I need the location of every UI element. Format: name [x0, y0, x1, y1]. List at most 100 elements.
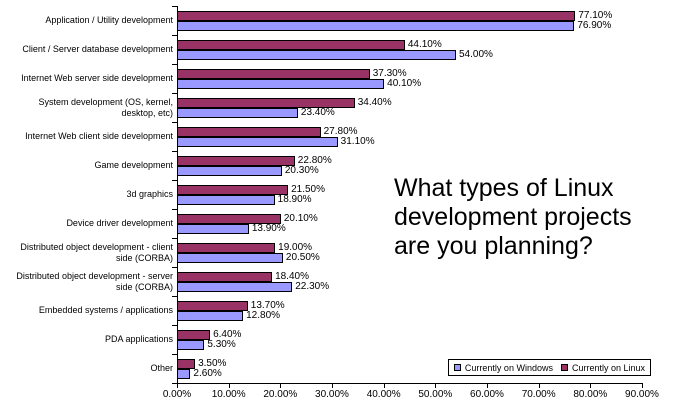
bar-value-label: 31.10%: [340, 135, 375, 147]
bar-linux: [177, 358, 196, 369]
y-axis-tick: [172, 35, 177, 36]
bar-value-label: 18.90%: [277, 193, 312, 205]
bar-value-label: 20.10%: [283, 212, 318, 224]
legend: Currently on Windows Currently on Linux: [447, 359, 651, 376]
bar-value-label: 54.00%: [459, 48, 493, 60]
bar-linux: [177, 300, 248, 311]
x-axis-label: 10.00%: [211, 389, 246, 400]
bar-value-label: 34.40%: [357, 96, 392, 108]
category-label: Internet Web client side development: [25, 131, 173, 142]
y-axis-tick: [172, 296, 177, 297]
y-axis-tick: [172, 122, 177, 123]
bar-value-label: 20.30%: [284, 164, 319, 176]
bar-value-label: 77.10%: [578, 9, 613, 21]
bar-windows: [177, 281, 293, 292]
bar-windows: [177, 223, 249, 234]
bar-linux: [177, 155, 295, 166]
bar-value-label: 13.90%: [251, 222, 286, 234]
bar-value-label: 12.80%: [246, 309, 281, 321]
bar-value-label: 6.40%: [213, 328, 242, 340]
bar-value-label: 18.40%: [275, 270, 309, 282]
category-label: PDA applications: [104, 334, 173, 345]
slide-question: What types of Linux development projects…: [394, 174, 632, 261]
x-axis-tick: [642, 384, 643, 388]
x-axis-label: 50.00%: [418, 389, 453, 400]
x-axis-tick: [177, 384, 178, 388]
question-line-1: What types of Linux: [394, 174, 614, 202]
legend-item-linux: Currently on Linux: [560, 362, 645, 373]
bar-value-label: 23.40%: [300, 106, 335, 118]
y-axis-tick: [172, 180, 177, 181]
bar-windows: [177, 165, 282, 176]
legend-label-linux: Currently on Linux: [571, 362, 645, 373]
bar-linux: [177, 97, 355, 108]
bar-windows: [177, 310, 244, 321]
bar-windows: [177, 339, 205, 350]
bar-linux: [177, 242, 276, 253]
category-label: Internet Web server side development: [21, 73, 173, 84]
question-line-3: are you planning?: [394, 232, 593, 260]
category-label: Application / Utility development: [45, 15, 173, 26]
bar-value-label: 40.10%: [387, 77, 422, 89]
bar-linux: [177, 184, 289, 195]
bar-linux: [177, 68, 370, 79]
bar-value-label: 22.30%: [295, 280, 330, 292]
bar-value-label: 44.10%: [407, 38, 442, 50]
y-axis-tick: [172, 209, 177, 210]
x-axis-tick: [280, 384, 282, 388]
bar-value-label: 21.50%: [291, 183, 325, 195]
x-axis-label: 30.00%: [315, 389, 349, 400]
bar-windows: [177, 368, 191, 379]
category-label: 3d graphics: [126, 189, 173, 200]
y-axis-tick: [172, 267, 177, 268]
x-axis-label: 40.00%: [366, 389, 401, 400]
x-axis-label: 90.00%: [625, 389, 659, 400]
bar-value-label: 76.90%: [577, 19, 612, 31]
bar-linux: [177, 10, 576, 21]
category-label: Distributed object development - server …: [16, 271, 173, 292]
bar-linux: [177, 329, 211, 340]
bar-value-label: 5.30%: [207, 338, 236, 350]
x-axis-label: 80.00%: [573, 389, 608, 400]
bar-value-label: 27.80%: [323, 125, 358, 137]
x-axis-label: 0.00%: [162, 389, 192, 400]
y-axis-tick: [172, 383, 177, 384]
bar-value-label: 22.80%: [297, 154, 332, 166]
x-axis-label: 60.00%: [470, 389, 504, 400]
bar-windows: [177, 194, 275, 205]
category-label: Distributed object development - client …: [20, 242, 173, 263]
bar-windows: [177, 20, 575, 31]
bar-linux: [177, 126, 321, 137]
bar-linux: [177, 213, 281, 224]
category-label: Other: [150, 363, 173, 374]
x-axis-tick: [332, 384, 333, 388]
bar-windows: [177, 49, 456, 60]
linux-series-swatch: [560, 364, 568, 371]
x-axis-tick: [228, 384, 230, 388]
bar-windows: [177, 78, 385, 89]
x-axis-label: 70.00%: [521, 389, 556, 400]
bar-value-label: 37.30%: [372, 67, 407, 79]
windows-series-swatch: [453, 364, 461, 371]
y-axis-tick: [172, 93, 177, 94]
bar-linux: [177, 271, 273, 282]
legend-label-windows: Currently on Windows: [464, 362, 553, 373]
x-axis-label: 20.00%: [263, 389, 298, 400]
question-line-2: development projects: [394, 203, 632, 231]
bar-value-label: 3.50%: [198, 357, 227, 369]
bar-value-label: 13.70%: [250, 299, 285, 311]
bar-windows: [177, 252, 283, 263]
y-axis-tick: [172, 64, 177, 65]
x-axis-tick: [383, 384, 385, 388]
category-label: System development (OS, kernel, desktop,…: [38, 97, 173, 118]
bar-linux: [177, 39, 405, 50]
category-label: Embedded systems / applications: [38, 305, 173, 316]
bar-windows: [177, 107, 298, 118]
bar-windows: [177, 136, 338, 147]
y-axis-tick: [172, 354, 177, 355]
legend-item-windows: Currently on Windows: [453, 362, 553, 373]
x-axis-tick: [538, 384, 540, 388]
x-axis-tick: [435, 384, 437, 388]
x-axis-tick: [590, 384, 592, 388]
